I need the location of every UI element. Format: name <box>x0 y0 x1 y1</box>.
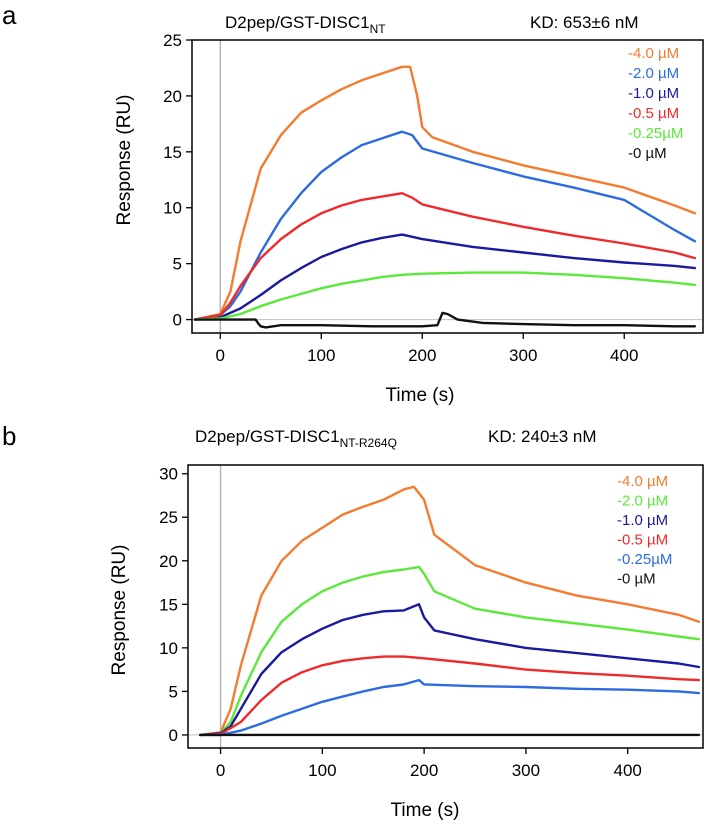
y-tick-label: 25 <box>159 508 178 527</box>
legend-entry: -1.0 µM <box>617 512 668 529</box>
panel-b-title-main: D2pep/GST-DISC1 <box>195 427 340 446</box>
panel-a-yticks: 0 5 10 15 20 25 <box>163 31 192 330</box>
y-tick-label: 10 <box>159 639 178 658</box>
panel-b-plot-frame <box>187 464 704 749</box>
series-line-1 <box>199 565 701 737</box>
y-tick-label: 10 <box>163 199 182 218</box>
y-tick-label: 15 <box>163 143 182 162</box>
series-line-4 <box>199 678 701 737</box>
series-line-4 <box>193 271 697 321</box>
panel-a-letter: a <box>2 0 17 30</box>
panel-a-ylabel: Response (RU) <box>114 95 135 226</box>
x-tick-label: 300 <box>512 761 540 780</box>
legend-entry: -2.0 µM <box>617 493 668 510</box>
panel-b-yticks: 0 5 10 15 20 25 30 <box>159 465 188 745</box>
legend-entry: -0.5 µM <box>617 532 668 549</box>
y-tick-label: 0 <box>169 726 178 745</box>
legend-entry: -4.0 µM <box>617 473 668 490</box>
legend-entry: -0.5 µM <box>628 105 679 122</box>
x-tick-label: 100 <box>307 346 335 365</box>
legend-entry: -0.25µM <box>617 551 672 568</box>
legend-entry: -0.25µM <box>628 125 683 142</box>
legend-entry: -0 µM <box>628 145 667 162</box>
y-tick-label: 5 <box>173 255 182 274</box>
legend-entry: -1.0 µM <box>628 85 679 102</box>
series-line-1 <box>193 130 697 321</box>
panel-a-injection-line <box>192 40 703 333</box>
series-line-3 <box>199 655 701 737</box>
panel-b-letter: b <box>2 421 16 451</box>
panel-b-xlabel: Time (s) <box>391 800 460 821</box>
panel-a-legend: -4.0 µM -2.0 µM -1.0 µM -0.5 µM -0.25µM -0 µM <box>628 45 683 162</box>
panel-a-plot-frame <box>191 39 704 334</box>
panel-a: a D2pep/GST-DISC1NT KD: 653±6 nM Respons… <box>2 0 704 406</box>
panel-a-series <box>193 65 697 329</box>
x-tick-label: 100 <box>308 761 336 780</box>
panel-a-xlabel: Time (s) <box>386 385 455 406</box>
x-tick-label: 0 <box>216 761 225 780</box>
panel-b-series <box>199 485 701 737</box>
y-tick-label: 0 <box>173 311 182 330</box>
series-line-3 <box>193 192 697 321</box>
panel-b: b D2pep/GST-DISC1NT-R264Q KD: 240±3 nM R… <box>2 421 704 821</box>
x-tick-label: 200 <box>408 346 436 365</box>
panel-a-title-main: D2pep/GST-DISC1 <box>225 13 370 32</box>
y-tick-label: 20 <box>159 552 178 571</box>
y-tick-label: 15 <box>159 595 178 614</box>
panel-a-kd: KD: 653±6 nM <box>530 13 639 32</box>
series-line-2 <box>193 233 697 321</box>
legend-entry: -4.0 µM <box>628 45 679 62</box>
panel-a-xticks: 0 100 200 300 400 <box>216 333 638 365</box>
series-line-2 <box>199 603 701 737</box>
series-line-0 <box>199 485 701 737</box>
legend-entry: -2.0 µM <box>628 65 679 82</box>
panel-b-kd: KD: 240±3 nM <box>488 427 597 446</box>
x-tick-label: 300 <box>509 346 537 365</box>
x-tick-label: 400 <box>610 346 638 365</box>
panel-b-ylabel: Response (RU) <box>109 545 130 676</box>
legend-entry: -0 µM <box>617 571 656 588</box>
panel-a-title: D2pep/GST-DISC1NT <box>225 13 386 36</box>
y-tick-label: 5 <box>169 682 178 701</box>
series-line-5 <box>193 311 697 329</box>
series-line-0 <box>193 65 697 321</box>
x-tick-label: 0 <box>216 346 225 365</box>
panel-b-title-sub: NT-R264Q <box>340 436 397 450</box>
panel-b-title: D2pep/GST-DISC1NT-R264Q <box>195 427 397 450</box>
panel-b-legend: -4.0 µM -2.0 µM -1.0 µM -0.5 µM -0.25µM -0 µM <box>617 473 672 588</box>
y-tick-label: 25 <box>163 31 182 50</box>
x-tick-label: 200 <box>410 761 438 780</box>
y-tick-label: 30 <box>159 465 178 484</box>
y-tick-label: 20 <box>163 87 182 106</box>
x-tick-label: 400 <box>613 761 641 780</box>
panel-a-title-sub: NT <box>370 22 387 36</box>
panel-b-xticks: 0 100 200 300 400 <box>216 748 642 780</box>
